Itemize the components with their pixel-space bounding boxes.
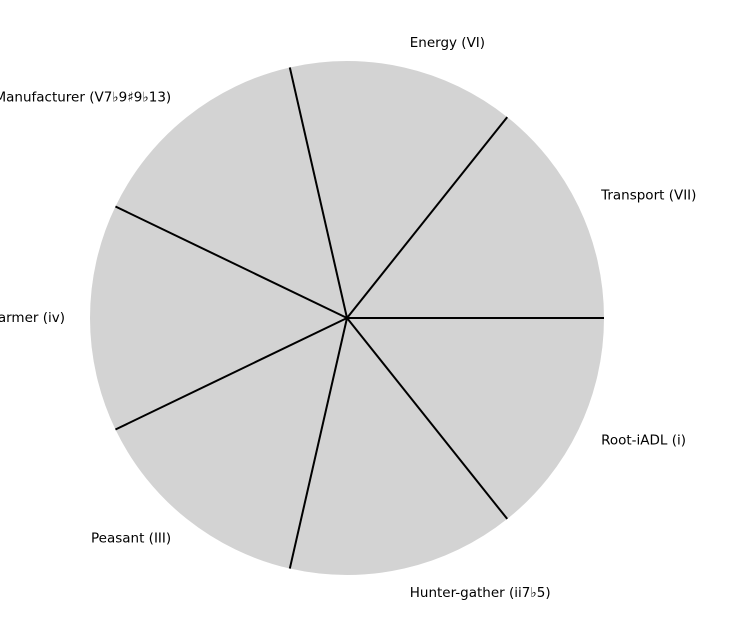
pie-slice-label: Farmer (iv) [0, 310, 65, 326]
pie-slice [289, 61, 508, 319]
pie-slice-label: Transport (VII) [600, 188, 696, 204]
slice-border-line [288, 317, 348, 569]
pie-slice-label: Root-iADL (i) [601, 432, 686, 448]
pie-slice-label: Manufacturer (V7♭9♯9♭13) [0, 90, 171, 106]
pie-slice [90, 206, 347, 430]
pie-slice-borders [115, 67, 604, 569]
pie-slices [90, 61, 604, 575]
slice-border-line [115, 317, 348, 431]
slice-border-line [288, 67, 348, 319]
pie-slice [115, 67, 347, 318]
pie-slice [115, 318, 347, 569]
slice-border-line [346, 116, 509, 319]
pie-slice-label: Peasant (III) [91, 530, 171, 546]
slice-border-line [346, 317, 509, 520]
slice-border-line [115, 205, 348, 319]
pie-slice-label: Energy (VI) [410, 35, 485, 51]
pie-slice [289, 318, 508, 575]
pie-slice [347, 117, 604, 318]
pie-labels: Transport (VII) Energy (VI) Manufacturer (… [0, 35, 696, 601]
pie-slice-label: Hunter-gather (ii7♭5) [410, 585, 551, 601]
pie-slice [347, 318, 604, 519]
